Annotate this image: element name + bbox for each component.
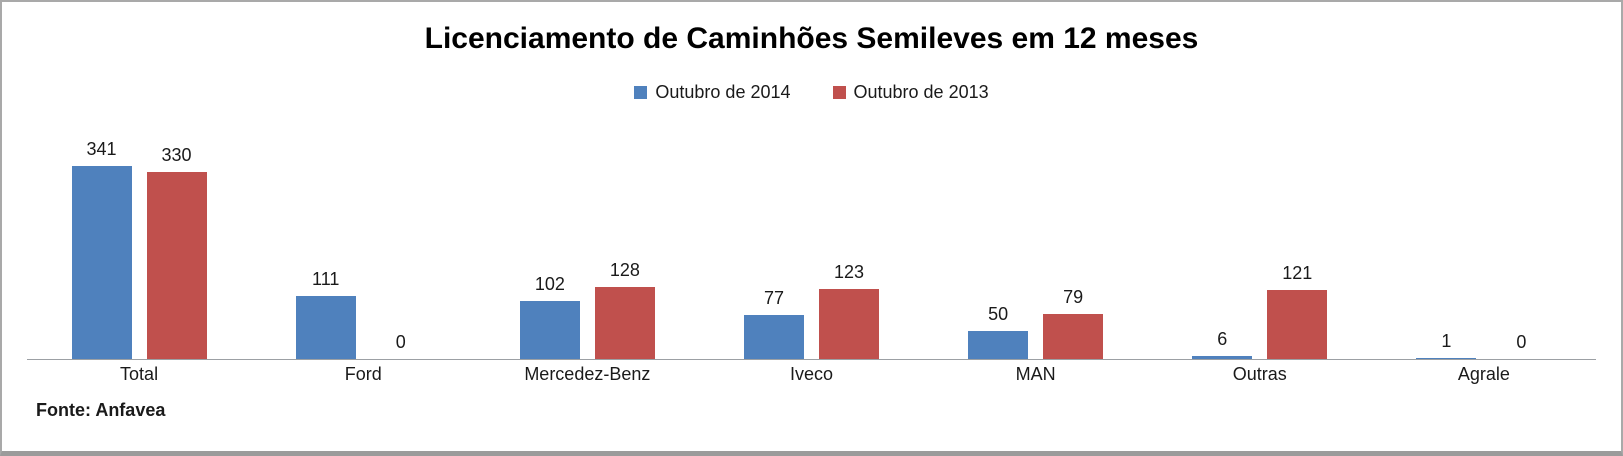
bar-4-series-1 [1043, 314, 1104, 359]
bar-value-label: 123 [833, 262, 865, 283]
legend-item-1: Outubro de 2013 [832, 82, 989, 103]
bar-6-series-0 [1416, 358, 1477, 359]
bar-group-1: 111 0 [251, 122, 475, 359]
bar-0-series-1 [146, 172, 207, 359]
category-label-5: Outras [1232, 364, 1287, 384]
bar-group-3: 77 123 [699, 122, 923, 359]
legend-swatch-icon [832, 86, 846, 99]
category-label-1: Ford [344, 364, 382, 384]
category-label-2: Mercedez-Benz [524, 364, 651, 384]
bar-3-series-0 [743, 315, 804, 359]
bar-4-series-0 [968, 330, 1029, 359]
bar-value-label: 1 [1441, 331, 1452, 352]
category-label-6: Agrale [1457, 364, 1510, 384]
bar-value-label: 341 [86, 138, 117, 159]
category-label-3: Iveco [789, 364, 833, 384]
bar-value-label: 121 [1282, 263, 1313, 284]
bar-3-series-1 [818, 289, 879, 359]
bar-value-label: 330 [161, 145, 192, 165]
bar-group-4: 50 79 [924, 122, 1148, 359]
bar-slot: 111 [295, 122, 356, 359]
bar-slot: 79 [1043, 122, 1104, 359]
bar-1-series-0 [295, 296, 356, 359]
bar-2-series-0 [519, 301, 580, 359]
bar-slot: 50 [968, 122, 1029, 359]
bar-slot: 128 [594, 122, 655, 359]
category-label-0: Total [120, 364, 159, 384]
bar-slot: 6 [1192, 122, 1253, 359]
bar-value-label: 50 [988, 303, 1009, 324]
bar-slot: 77 [743, 122, 804, 359]
bar-0-series-0 [71, 165, 132, 359]
bar-group-0: 341 330 [27, 122, 251, 359]
bar-group-5: 6 121 [1148, 122, 1372, 359]
bar-slot: 123 [818, 122, 879, 359]
bar-slot: 330 [146, 122, 207, 359]
category-label-4: MAN [1015, 364, 1056, 384]
legend: Outubro de 2014 Outubro de 2013 [2, 82, 1621, 103]
legend-swatch-icon [634, 86, 648, 99]
bar-slot: 0 [1491, 122, 1551, 359]
legend-label: Outubro de 2013 [853, 82, 989, 102]
plot-area: 341 330 111 0 102 128 77 123 50 79 6 121 1 0 [27, 122, 1596, 360]
bar-value-label: 77 [763, 288, 784, 309]
source-note: Fonte: Anfavea [36, 400, 166, 420]
bar-value-label: 111 [312, 269, 340, 290]
bar-value-label: 6 [1217, 328, 1228, 349]
chart-title: Licenciamento de Caminhões Semileves em … [424, 22, 1199, 55]
bar-slot: 0 [371, 122, 431, 359]
bar-value-label: 128 [609, 259, 640, 280]
bar-value-label: 0 [1516, 332, 1527, 352]
bar-value-label: 79 [1063, 287, 1084, 308]
bar-group-2: 102 128 [475, 122, 699, 359]
category-axis: Total Ford Mercedez-Benz Iveco MAN Outras Agra… [27, 364, 1596, 385]
bar-slot: 341 [71, 122, 132, 359]
legend-label: Outubro de 2014 [655, 82, 791, 102]
bar-slot: 121 [1267, 122, 1328, 359]
legend-item-0: Outubro de 2014 [634, 82, 791, 103]
bar-value-label: 0 [395, 332, 406, 352]
bar-slot: 1 [1416, 122, 1477, 359]
bar-slot: 102 [519, 122, 580, 359]
bar-value-label: 102 [534, 274, 565, 295]
bar-2-series-1 [594, 286, 655, 359]
bar-5-series-1 [1267, 290, 1328, 359]
bar-5-series-0 [1192, 355, 1253, 359]
